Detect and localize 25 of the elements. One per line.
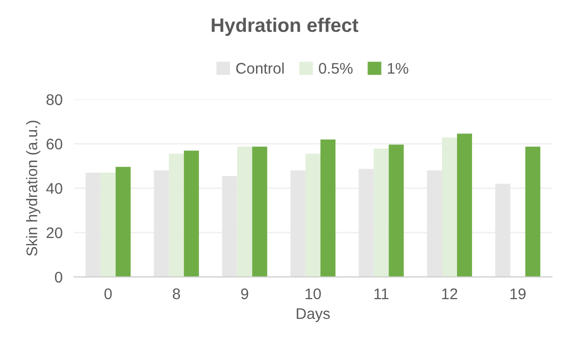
y-tick-label: 60 [46,138,62,150]
bar [320,140,336,277]
x-tick-label: 19 [510,288,526,300]
bar [116,166,131,277]
y-tick-label: 80 [46,94,62,106]
legend-label: 1% [388,63,408,74]
x-tick-label: 0 [104,288,112,300]
bar [184,150,199,277]
legend-label: 0.5% [318,62,353,74]
chart-title: Hydration effect [212,18,358,36]
x-tick-label: 8 [172,288,180,300]
bar [252,146,268,277]
x-tick-label: 11 [374,288,388,300]
y-tick-label: 20 [46,227,62,238]
bar [525,146,540,277]
bar [388,144,404,277]
y-axis-title: Skin hydration (a.u.) [26,120,40,256]
x-tick-label: 10 [306,288,321,300]
legend-label: Control [236,62,284,74]
x-tick-label: 9 [241,288,248,300]
y-tick-label: 40 [46,183,62,194]
x-tick-label: 12 [442,288,458,300]
y-tick-label: 0 [54,272,62,283]
x-axis-title: Days [296,308,330,322]
bar [457,134,472,277]
